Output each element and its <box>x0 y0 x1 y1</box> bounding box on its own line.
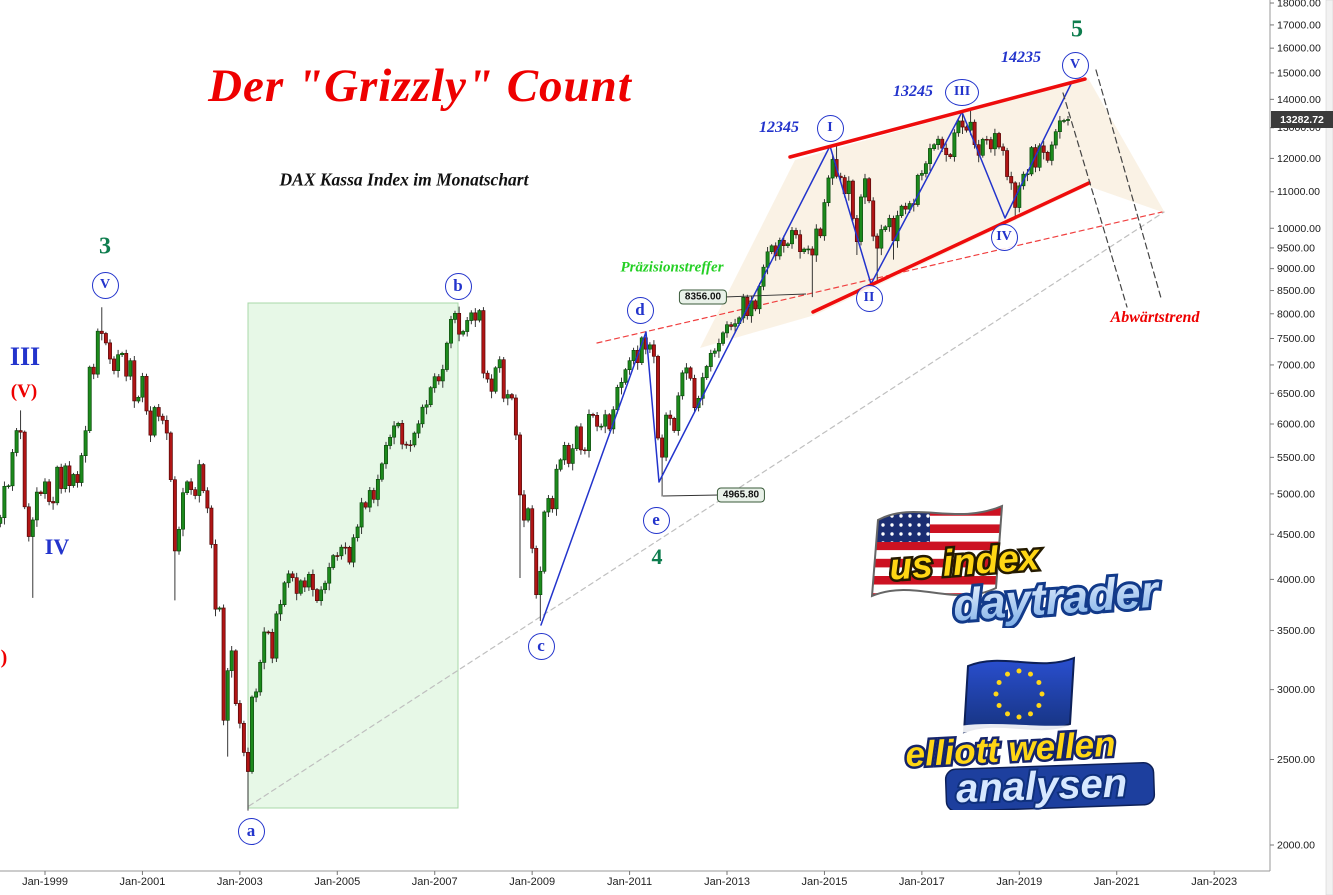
y-axis-label: 17000.00 <box>1277 19 1321 31</box>
x-axis-label: Jan-2021 <box>1094 876 1140 888</box>
x-axis-label: Jan-2001 <box>119 876 165 888</box>
us-flag-outline <box>870 504 1004 598</box>
upper-channel-red <box>788 77 1087 159</box>
y-axis-label: 11000.00 <box>1277 186 1320 198</box>
chart-subtitle: DAX Kassa Index im Monatschart <box>279 169 529 190</box>
x-axis-label: Jan-2019 <box>996 876 1042 888</box>
x-axis-label: Jan-2023 <box>1191 876 1237 888</box>
y-axis-label: 15000.00 <box>1277 67 1321 79</box>
y-axis-label: 4000.00 <box>1277 574 1315 586</box>
y-axis-label: 9000.00 <box>1277 263 1315 275</box>
x-axis-label: Jan-2007 <box>412 876 458 888</box>
projection-dashed-1 <box>1062 92 1128 308</box>
tag-4965-pointer <box>662 494 720 497</box>
y-axis-label: 7500.00 <box>1277 333 1315 345</box>
blue-wave-zigzag <box>540 83 1072 626</box>
x-axis-label: Jan-1999 <box>22 876 68 888</box>
x-axis-label: Jan-2013 <box>704 876 750 888</box>
cream-channel-region <box>700 78 1165 348</box>
y-axis-label: 2000.00 <box>1277 840 1315 852</box>
tag-8356-pointer <box>723 293 807 298</box>
y-axis-label: 8000.00 <box>1277 308 1315 320</box>
y-axis-label: 16000.00 <box>1277 43 1321 55</box>
y-axis-label: 2500.00 <box>1277 754 1315 766</box>
y-axis-label: 3500.00 <box>1277 625 1315 637</box>
y-axis-label: 6500.00 <box>1277 388 1315 400</box>
y-axis-label: 3000.00 <box>1277 684 1315 696</box>
y-axis-label: 4500.00 <box>1277 529 1315 541</box>
x-axis-label: Jan-2003 <box>217 876 263 888</box>
right-edge-strip[interactable] <box>1325 0 1333 895</box>
x-axis-label: Jan-2015 <box>802 876 848 888</box>
y-axis-label: 12000.00 <box>1277 153 1321 165</box>
y-axis-label: 9500.00 <box>1277 242 1315 254</box>
candles-up <box>0 119 1070 772</box>
elliott-wellen-analysen-logo: elliott wellen analysen <box>902 656 1156 810</box>
y-axis-label: 7000.00 <box>1277 359 1315 371</box>
support-dashed-red <box>596 211 1163 344</box>
x-axis-label: Jan-2011 <box>607 876 652 888</box>
y-axis-label: 5000.00 <box>1277 488 1315 500</box>
longterm-support-dashed-gray <box>248 211 1165 807</box>
analysen-box <box>944 761 1156 810</box>
chart-title: Der "Grizzly" Count <box>208 60 632 112</box>
x-axis-label: Jan-2009 <box>509 876 555 888</box>
eu-logo-line2: analysen <box>955 761 1128 810</box>
logo-swoosh <box>928 712 1122 742</box>
y-axis-label: 10000.00 <box>1277 223 1321 235</box>
y-axis-label: 5500.00 <box>1277 452 1315 464</box>
us-index-daytrader-logo: us index daytrader <box>870 504 1165 628</box>
y-axis-label: 14000.00 <box>1277 94 1321 106</box>
y-axis-label: 18000.00 <box>1277 0 1321 10</box>
projection-dashed-2 <box>1095 69 1162 299</box>
eu-flag-stars <box>993 668 1045 720</box>
current-price-box: 13282.72 <box>1271 111 1333 128</box>
candles-down <box>18 120 1050 772</box>
y-axis-label: 6000.00 <box>1277 419 1315 431</box>
x-axis-label: Jan-2017 <box>899 876 945 888</box>
x-axis-label: Jan-2005 <box>314 876 360 888</box>
y-axis-label: 8500.00 <box>1277 285 1315 297</box>
